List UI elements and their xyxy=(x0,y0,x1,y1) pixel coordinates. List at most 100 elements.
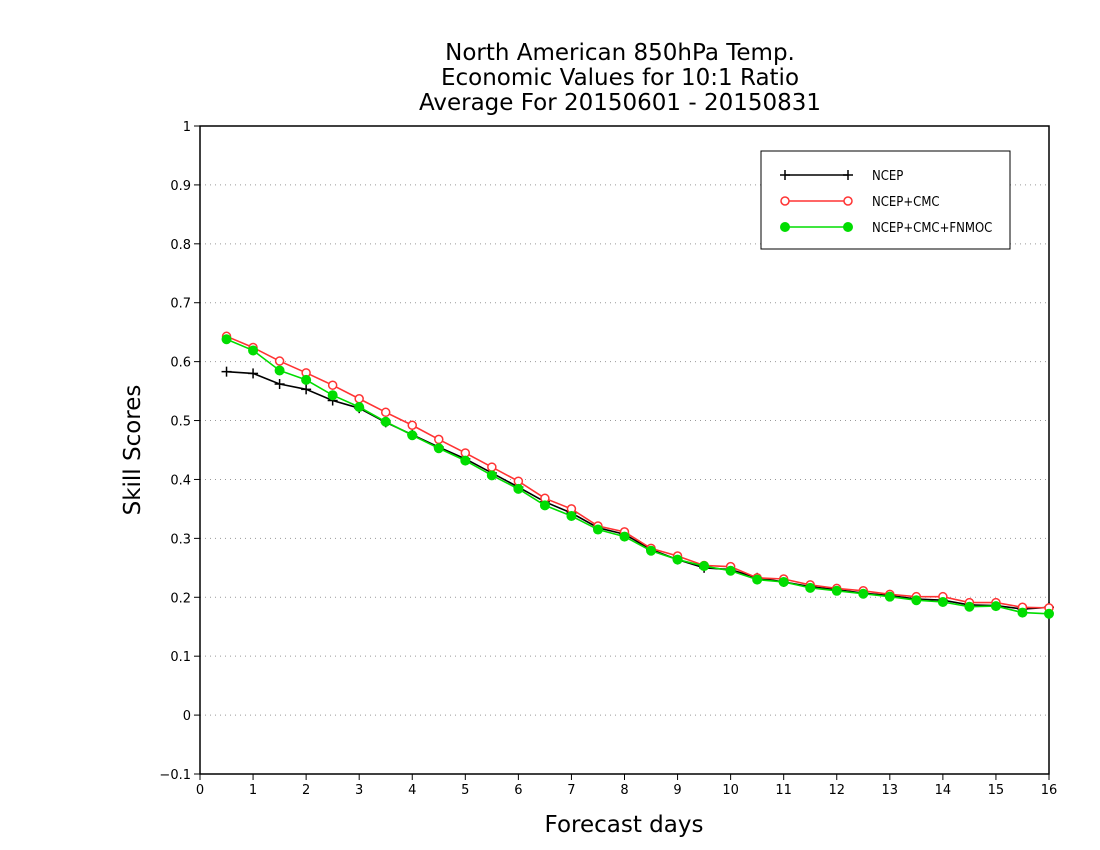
x-tick-label-4: 4 xyxy=(408,783,416,798)
point-ncep-cmc-fnmoc-18 xyxy=(699,561,710,572)
plot-area-frame xyxy=(199,125,1050,775)
y-tick-label-10: 0.9 xyxy=(170,179,191,194)
x-tick-label-2: 2 xyxy=(302,783,310,798)
point-ncep-cmc-fnmoc-6 xyxy=(380,416,391,427)
series-line-ncep-cmc-fnmoc xyxy=(226,338,1050,615)
point-ncep-cmc-fnmoc-3 xyxy=(301,374,312,385)
legend-frame xyxy=(760,150,1011,250)
point-ncep-cmc-fnmoc-31 xyxy=(1044,608,1054,619)
point-ncep-cmc-fnmoc-13 xyxy=(566,510,577,521)
legend-label-ncep-cmc: NCEP+CMC xyxy=(872,195,940,210)
x-tick-label-0: 0 xyxy=(196,783,204,798)
legend-item-ncep-cmc: NCEP+CMC xyxy=(780,195,940,210)
point-ncep-cmc-5 xyxy=(354,393,364,404)
point-ncep-cmc-fnmoc-15 xyxy=(619,531,630,542)
x-tick-label-3: 3 xyxy=(355,783,363,798)
x-tick-label-6: 6 xyxy=(514,783,522,798)
y-tick-label-0: −0.1 xyxy=(159,768,191,783)
point-ncep-cmc-fnmoc-9 xyxy=(460,455,471,466)
legend-item-ncep: NCEP xyxy=(780,169,903,184)
series-line-ncep xyxy=(226,370,1050,610)
y-tick-label-3: 0.2 xyxy=(170,591,191,606)
y-tick-label-1: 0 xyxy=(183,709,191,724)
point-ncep-cmc-fnmoc-20 xyxy=(752,574,763,585)
x-tick-label-16: 16 xyxy=(1041,783,1058,798)
point-ncep-cmc-6 xyxy=(380,407,391,418)
series-line-ncep-cmc xyxy=(226,335,1050,609)
legend-label-ncep-cmc-fnmoc: NCEP+CMC+FNMOC xyxy=(872,221,992,236)
point-ncep-cmc-fnmoc-12 xyxy=(539,500,550,511)
point-ncep-2 xyxy=(274,379,285,390)
point-ncep-cmc-fnmoc-10 xyxy=(486,470,497,481)
x-tick-label-5: 5 xyxy=(461,783,469,798)
data-series xyxy=(221,331,1054,619)
x-tick-label-12: 12 xyxy=(828,783,845,798)
title-line-1: North American 850hPa Temp. xyxy=(445,40,795,66)
point-ncep-cmc-fnmoc-4 xyxy=(327,390,338,401)
x-tick-label-7: 7 xyxy=(567,783,575,798)
point-ncep-cmc-fnmoc-2 xyxy=(274,365,285,376)
y-tick-label-11: 1 xyxy=(183,120,191,135)
point-ncep-cmc-fnmoc-14 xyxy=(592,524,603,535)
x-tick-label-13: 13 xyxy=(882,783,899,798)
point-ncep-cmc-fnmoc-8 xyxy=(433,443,444,454)
point-ncep-1 xyxy=(248,368,259,379)
legend-marker-start-ncep xyxy=(780,170,790,180)
point-ncep-cmc-fnmoc-0 xyxy=(221,334,232,345)
x-tick-label-14: 14 xyxy=(935,783,952,798)
point-ncep-cmc-fnmoc-7 xyxy=(407,430,418,441)
point-ncep-cmc-fnmoc-11 xyxy=(513,483,524,494)
point-ncep-3 xyxy=(301,384,312,395)
point-ncep-cmc-fnmoc-16 xyxy=(646,545,657,556)
series-ncep-cmc-fnmoc xyxy=(221,334,1054,619)
legend-marker-end-ncep-cmc-fnmoc xyxy=(843,222,853,232)
point-ncep-cmc-fnmoc-24 xyxy=(858,588,869,599)
y-tick-label-6: 0.5 xyxy=(170,415,191,430)
series-ncep-cmc xyxy=(221,331,1054,613)
y-tick-label-2: 0.1 xyxy=(170,650,191,665)
point-ncep-cmc-7 xyxy=(407,420,417,431)
point-ncep-cmc-fnmoc-28 xyxy=(964,601,975,612)
series-ncep xyxy=(221,366,1054,615)
x-tick-label-9: 9 xyxy=(673,783,681,798)
gridlines xyxy=(200,184,1049,716)
point-ncep-cmc-10 xyxy=(487,462,497,472)
point-ncep-cmc-fnmoc-21 xyxy=(778,576,789,587)
x-tick-label-15: 15 xyxy=(988,783,1005,798)
y-axis-ticks: −0.1 0 0.1 0.2 0.3 0.4 0.5 0.6 0.7 0.8 0.9 1 xyxy=(159,120,200,783)
legend-marker-end-ncep-cmc xyxy=(843,196,853,206)
point-ncep-cmc-fnmoc-1 xyxy=(248,345,259,356)
point-ncep-cmc-2 xyxy=(274,356,285,366)
point-ncep-cmc-fnmoc-25 xyxy=(884,591,895,602)
point-ncep-cmc-fnmoc-30 xyxy=(1017,607,1028,618)
legend: NCEP NCEP+CMC NCEP+CMC+FNMOC xyxy=(760,150,1011,250)
x-tick-label-10: 10 xyxy=(722,783,739,798)
point-ncep-cmc-8 xyxy=(434,434,444,445)
legend-marker-end-ncep xyxy=(843,170,853,180)
point-ncep-cmc-fnmoc-22 xyxy=(805,582,816,593)
x-tick-label-11: 11 xyxy=(775,783,792,798)
legend-item-ncep-cmc-fnmoc: NCEP+CMC+FNMOC xyxy=(780,221,992,236)
y-tick-label-7: 0.6 xyxy=(170,356,191,371)
point-ncep-cmc-fnmoc-29 xyxy=(990,601,1001,612)
x-axis-label: Forecast days xyxy=(545,812,704,838)
point-ncep-cmc-fnmoc-19 xyxy=(725,565,736,576)
point-ncep-cmc-fnmoc-26 xyxy=(911,595,922,606)
legend-label-ncep: NCEP xyxy=(872,169,903,184)
y-tick-label-5: 0.4 xyxy=(170,473,191,488)
point-ncep-cmc-4 xyxy=(327,380,338,390)
point-ncep-0 xyxy=(221,366,232,377)
y-tick-label-8: 0.7 xyxy=(170,297,191,312)
legend-marker-start-ncep-cmc-fnmoc xyxy=(780,222,790,232)
chart-title: North American 850hPa Temp. Economic Val… xyxy=(419,40,821,116)
point-ncep-cmc-fnmoc-23 xyxy=(831,585,842,596)
title-line-3: Average For 20150601 - 20150831 xyxy=(419,90,821,116)
x-axis-ticks: 0 1 2 3 4 5 6 7 8 9 10 11 12 13 14 15 16 xyxy=(196,774,1057,798)
y-tick-label-9: 0.8 xyxy=(170,238,191,253)
x-tick-label-1: 1 xyxy=(249,783,257,798)
point-ncep-cmc-fnmoc-27 xyxy=(937,596,948,607)
title-line-2: Economic Values for 10:1 Ratio xyxy=(441,65,799,91)
point-ncep-cmc-fnmoc-17 xyxy=(672,554,683,565)
point-ncep-cmc-fnmoc-5 xyxy=(354,401,365,412)
